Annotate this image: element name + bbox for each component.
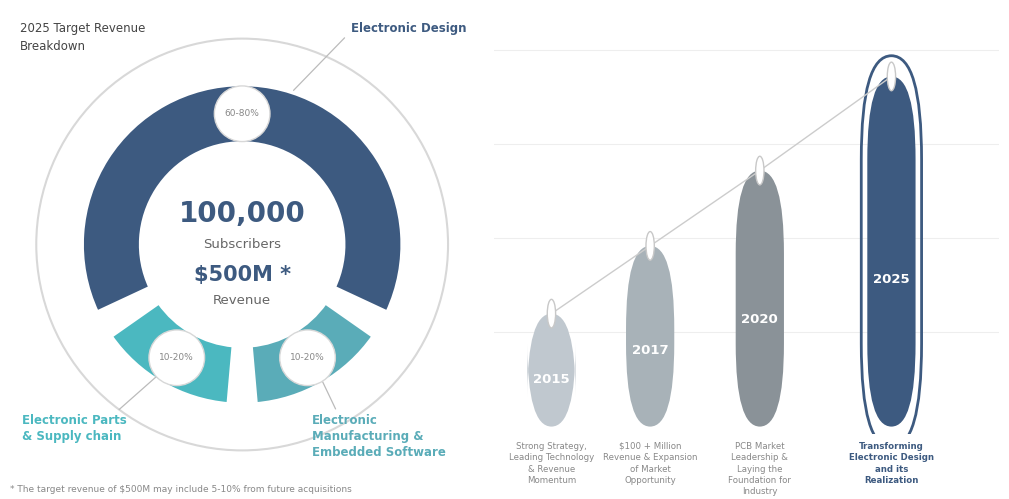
Circle shape bbox=[887, 62, 896, 91]
Text: 10-20%: 10-20% bbox=[159, 353, 194, 362]
Text: $500M *: $500M * bbox=[194, 265, 291, 285]
Text: 2017: 2017 bbox=[632, 344, 668, 357]
FancyBboxPatch shape bbox=[868, 76, 915, 427]
Text: 2020: 2020 bbox=[742, 312, 778, 325]
Circle shape bbox=[149, 330, 205, 386]
Text: 100,000: 100,000 bbox=[179, 200, 306, 228]
Wedge shape bbox=[82, 84, 403, 312]
Text: PCB Market
Leadership &
Laying the
Foundation for
Industry
Transformation: PCB Market Leadership & Laying the Found… bbox=[727, 442, 792, 499]
Text: Subscribers: Subscribers bbox=[203, 238, 282, 251]
Text: $100 + Million
Revenue & Expansion
of Market
Opportunity: $100 + Million Revenue & Expansion of Ma… bbox=[603, 442, 697, 485]
Circle shape bbox=[646, 232, 654, 260]
Text: * The target revenue of $500M may include 5-10% from future acquisitions: * The target revenue of $500M may includ… bbox=[10, 485, 352, 494]
Text: Electronic Parts
& Supply chain: Electronic Parts & Supply chain bbox=[22, 414, 127, 443]
Text: Revenue: Revenue bbox=[213, 293, 271, 307]
Text: 2025: 2025 bbox=[873, 273, 910, 286]
Text: 2015: 2015 bbox=[533, 373, 570, 386]
Text: 2025 Target Revenue
Breakdown: 2025 Target Revenue Breakdown bbox=[19, 22, 145, 53]
Circle shape bbox=[547, 299, 556, 328]
Text: Transforming
Electronic Design
and its
Realization: Transforming Electronic Design and its R… bbox=[849, 442, 934, 485]
Text: Electronic Design: Electronic Design bbox=[351, 22, 466, 35]
FancyBboxPatch shape bbox=[736, 171, 784, 427]
Wedge shape bbox=[111, 303, 233, 404]
Text: Electronic
Manufacturing &
Embedded Software: Electronic Manufacturing & Embedded Soft… bbox=[312, 414, 446, 459]
Circle shape bbox=[214, 86, 270, 142]
FancyBboxPatch shape bbox=[528, 314, 575, 427]
Wedge shape bbox=[251, 303, 373, 404]
Circle shape bbox=[279, 330, 335, 386]
Circle shape bbox=[143, 146, 341, 343]
FancyBboxPatch shape bbox=[626, 246, 674, 427]
Circle shape bbox=[756, 156, 764, 185]
Text: 60-80%: 60-80% bbox=[225, 109, 259, 118]
Text: Strong Strategy,
Leading Technology
& Revenue
Momentum: Strong Strategy, Leading Technology & Re… bbox=[509, 442, 594, 485]
Text: 10-20%: 10-20% bbox=[291, 353, 325, 362]
